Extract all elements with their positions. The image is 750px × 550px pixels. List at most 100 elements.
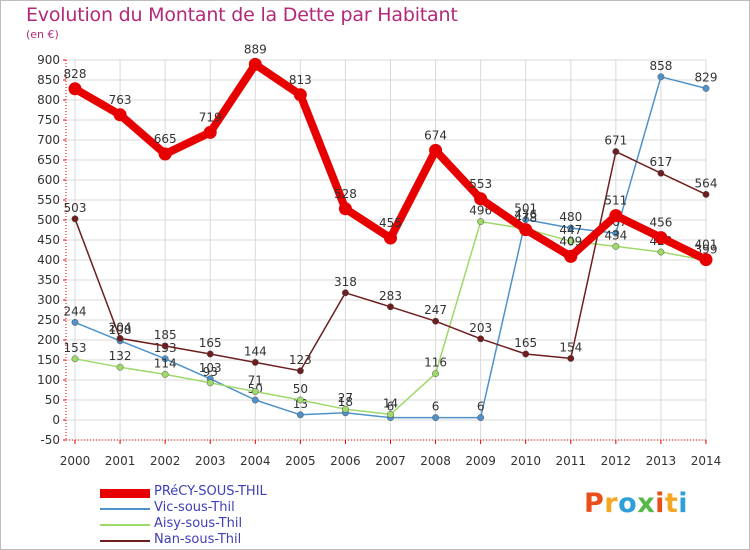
data-label: 719	[199, 110, 222, 124]
y-tick-label: 550	[37, 193, 60, 207]
data-point	[477, 218, 485, 226]
y-tick-label: 450	[37, 233, 60, 247]
data-point	[564, 249, 578, 263]
legend-swatch	[100, 508, 150, 510]
data-point	[657, 169, 665, 177]
y-tick-label: 0	[52, 413, 60, 427]
data-point	[161, 370, 169, 378]
data-point	[567, 354, 575, 362]
data-label: 6	[387, 400, 395, 414]
data-point	[296, 367, 304, 375]
data-point	[203, 125, 217, 139]
logo-letter: o	[618, 488, 638, 519]
x-tick-label: 2000	[60, 454, 91, 468]
y-tick-label: -50	[40, 433, 60, 447]
x-tick-label: 2008	[420, 454, 451, 468]
data-label: 671	[604, 134, 627, 148]
legend-label: Vic-sous-Thil	[154, 500, 235, 515]
data-label: 6	[477, 400, 485, 414]
data-point	[609, 209, 623, 223]
data-point	[612, 148, 620, 156]
x-tick-label: 2003	[195, 454, 226, 468]
data-point	[338, 202, 352, 216]
series-nan-sous-thil: 503 204 185 165 144 123 318 283 247 203 165 154 671 6…	[64, 134, 718, 375]
data-label: 553	[469, 177, 492, 191]
y-tick-label: 700	[37, 133, 60, 147]
data-label: 455	[379, 216, 402, 230]
x-tick-label: 2001	[105, 454, 136, 468]
legend-swatch	[100, 540, 150, 542]
x-tick-label: 2011	[556, 454, 587, 468]
data-label: 103	[199, 361, 222, 375]
y-tick-label: 100	[37, 373, 60, 387]
data-label: 447	[559, 223, 582, 237]
data-point	[341, 289, 349, 297]
data-label: 501	[514, 202, 537, 216]
y-tick-label: 50	[45, 393, 60, 407]
chart-title: Evolution du Montant de la Dette par Hab…	[26, 4, 458, 26]
logo-letter: x	[637, 488, 656, 519]
data-label: 123	[289, 353, 312, 367]
logo-letter: i	[678, 488, 689, 519]
data-point	[116, 363, 124, 371]
y-tick-label: 350	[37, 273, 60, 287]
data-point	[251, 358, 259, 366]
y-tick-label: 650	[37, 153, 60, 167]
logo-letter: P	[584, 488, 605, 519]
data-point	[251, 396, 259, 404]
data-point	[519, 223, 533, 237]
legend-swatch	[100, 524, 150, 526]
y-tick-label: 800	[37, 93, 60, 107]
y-tick-label: 500	[37, 213, 60, 227]
data-label: 503	[64, 201, 87, 215]
data-label: 528	[334, 187, 357, 201]
data-point	[161, 342, 169, 350]
data-label: 116	[424, 356, 447, 370]
data-point	[387, 303, 394, 311]
x-tick-label: 2009	[465, 454, 496, 468]
data-label: 829	[695, 70, 718, 84]
data-label: 828	[64, 67, 87, 81]
legend-item: Aisy-sous-Thil	[100, 516, 360, 533]
data-point	[654, 231, 668, 245]
data-point	[567, 237, 575, 245]
data-point	[432, 317, 440, 325]
data-label: 27	[338, 391, 353, 405]
data-label: 14	[383, 396, 398, 410]
data-label: 165	[514, 336, 537, 350]
data-point	[522, 350, 530, 358]
logo-letter: i	[655, 488, 665, 519]
series-aisy-sous-thil: 1531321149371502714116496478447434420399	[64, 204, 717, 418]
data-label: 858	[649, 59, 672, 73]
data-label: 511	[604, 194, 627, 208]
data-label: 18	[338, 395, 353, 409]
data-label: 132	[109, 349, 132, 363]
data-point	[387, 410, 394, 418]
data-label: 154	[559, 340, 582, 354]
data-point	[432, 414, 440, 422]
data-label: 564	[695, 176, 718, 190]
data-point	[702, 190, 710, 198]
plot-background	[66, 60, 706, 440]
data-label: 674	[424, 128, 447, 142]
data-label: 480	[559, 210, 582, 224]
data-label: 204	[109, 320, 132, 334]
data-point	[116, 334, 124, 342]
data-label: 50	[293, 382, 308, 396]
data-point	[477, 335, 485, 343]
data-label: 198	[109, 323, 132, 337]
y-tick-label: 300	[37, 293, 60, 307]
x-tick-label: 2006	[330, 454, 361, 468]
x-tick-label: 2014	[691, 454, 722, 468]
data-label: 144	[244, 344, 267, 358]
data-label: 665	[154, 132, 177, 146]
data-point	[296, 396, 304, 404]
data-label: 165	[199, 336, 222, 350]
data-label: 93	[203, 365, 218, 379]
data-point	[699, 253, 713, 267]
data-point	[522, 216, 530, 224]
y-tick-label: 150	[37, 353, 60, 367]
data-point	[477, 414, 485, 422]
data-label: 114	[154, 356, 177, 370]
